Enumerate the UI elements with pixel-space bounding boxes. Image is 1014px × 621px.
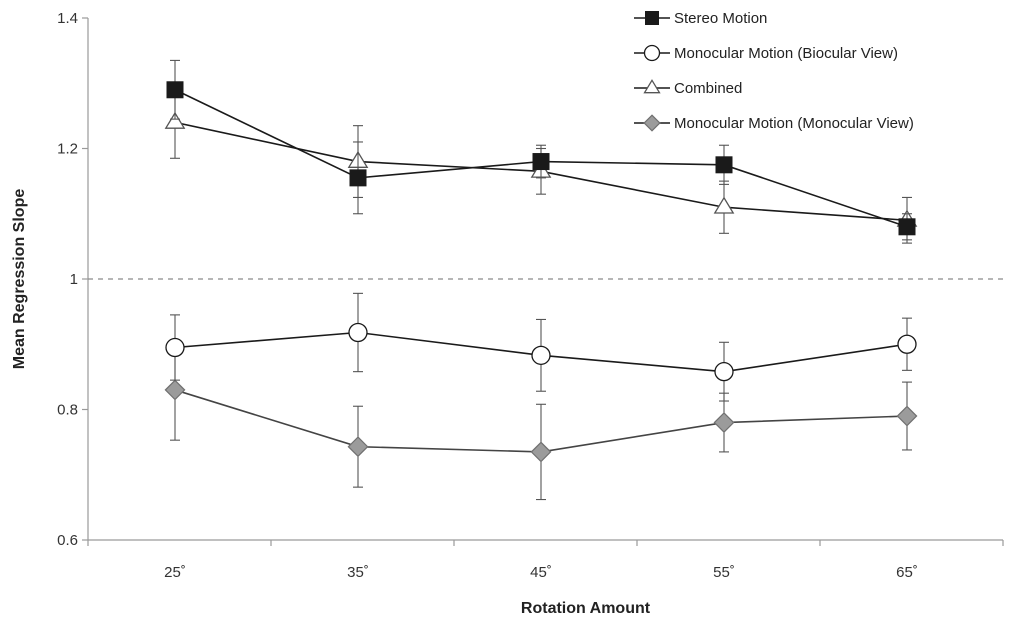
x-tick-label: 25˚ — [164, 564, 186, 581]
x-tick-label: 35˚ — [347, 564, 369, 581]
data-point — [896, 405, 918, 427]
x-axis-title: Rotation Amount — [521, 600, 651, 617]
y-tick-label: 1.2 — [57, 141, 78, 158]
data-point — [530, 441, 552, 463]
legend-marker — [645, 11, 659, 25]
data-point — [532, 153, 550, 171]
data-point — [165, 337, 185, 358]
data-point — [349, 169, 367, 187]
legend: Stereo Motion Monocular Motion (Biocular … — [634, 10, 914, 132]
y-tick-label: 0.6 — [57, 532, 78, 549]
x-tick-label: 55˚ — [713, 564, 735, 581]
y-axis-title: Mean Regression Slope — [11, 189, 28, 370]
data-point — [347, 436, 369, 458]
legend-item-1: Monocular Motion (Biocular View) — [634, 44, 898, 62]
legend-label: Combined — [674, 80, 742, 97]
data-point — [531, 345, 551, 365]
y-tick-label: 0.8 — [57, 402, 78, 419]
data-point — [713, 412, 735, 433]
x-tick-label: 65˚ — [896, 564, 918, 581]
data-point — [714, 362, 734, 382]
y-tick-label: 1.4 — [57, 10, 78, 27]
y-tick-label: 1 — [70, 271, 78, 288]
data-point — [164, 379, 186, 401]
legend-marker — [643, 114, 661, 132]
series-0 — [166, 59, 916, 241]
data-point — [898, 218, 916, 236]
x-tick-label: 45˚ — [530, 564, 552, 581]
legend-item-3: Monocular Motion (Monocular View) — [634, 114, 914, 132]
legend-marker — [643, 44, 661, 62]
data-point — [164, 111, 186, 129]
legend-item-2: Combined — [634, 79, 742, 97]
data-point — [166, 81, 184, 99]
plot-area — [164, 59, 918, 501]
data-point — [713, 196, 735, 214]
series-1 — [165, 292, 917, 402]
legend-item-0: Stereo Motion — [634, 10, 767, 27]
legend-label: Monocular Motion (Monocular View) — [674, 115, 914, 132]
legend-label: Monocular Motion (Biocular View) — [674, 45, 898, 62]
legend-label: Stereo Motion — [674, 10, 767, 27]
data-point — [897, 334, 917, 354]
axes: 0.6 0.8 1 1.2 1.4 25˚ 35˚ 45˚ 55˚ 65˚ — [57, 10, 1004, 581]
legend-marker — [643, 79, 661, 94]
data-point — [715, 156, 733, 174]
data-point — [348, 322, 368, 343]
